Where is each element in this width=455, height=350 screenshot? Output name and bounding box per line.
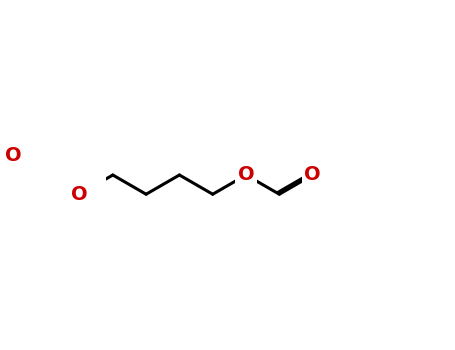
Text: O: O — [71, 185, 88, 204]
Text: O: O — [5, 146, 21, 165]
Text: O: O — [304, 166, 321, 184]
Text: O: O — [238, 166, 254, 184]
